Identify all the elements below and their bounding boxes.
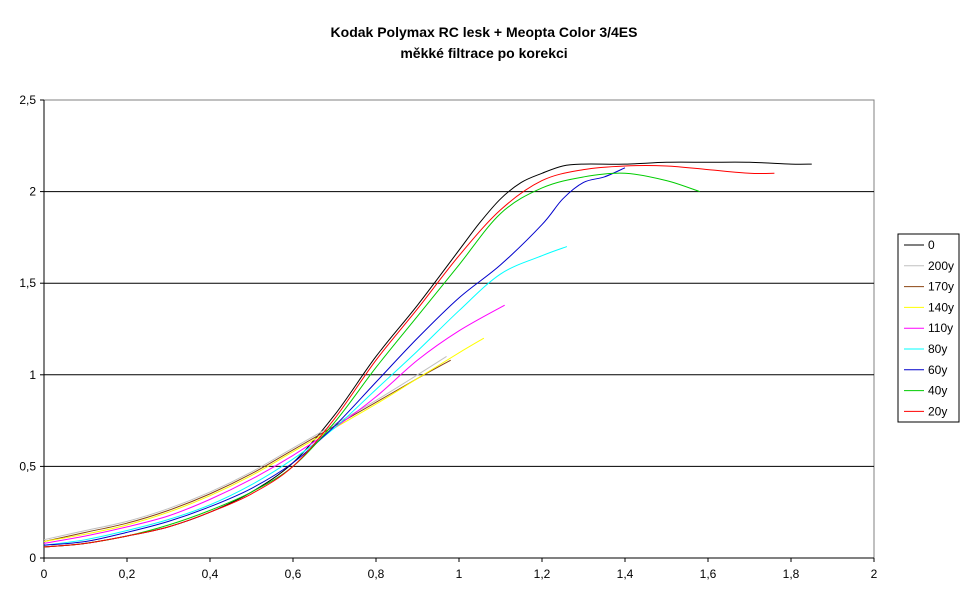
legend-label-170y: 170y	[928, 280, 954, 294]
y-tick-label: 0,5	[19, 459, 36, 473]
y-tick-label: 0	[29, 551, 36, 565]
chart-title: Kodak Polymax RC lesk + Meopta Color 3/4…	[331, 24, 638, 40]
x-tick-label: 0,4	[202, 567, 219, 581]
legend-items: 0 200y 170y 140y 110y 80y 60y 40y 20y	[904, 238, 954, 418]
legend-label-80y: 80y	[928, 342, 947, 356]
legend-label-40y: 40y	[928, 384, 947, 398]
series-line-110y	[43, 304, 505, 544]
x-tick-label: 1,8	[783, 567, 800, 581]
legend: 0 200y 170y 140y 110y 80y 60y 40y 20y	[897, 233, 960, 423]
chart-subtitle: měkké filtrace po korekci	[400, 45, 567, 61]
y-tick-label: 1,5	[19, 276, 36, 290]
legend-label-110y: 110y	[928, 321, 953, 335]
x-tick-label: 1	[456, 567, 463, 581]
gridlines	[44, 191, 874, 467]
series-line-60y	[43, 167, 626, 546]
legend-label-0: 0	[928, 238, 935, 252]
x-tick-label: 2	[871, 567, 878, 581]
series-line-40y	[43, 172, 700, 548]
y-tick-label: 2	[29, 185, 36, 199]
x-tick-label: 1,6	[700, 567, 717, 581]
x-tick-label: 1,2	[534, 567, 551, 581]
series-lines	[43, 161, 812, 548]
legend-label-60y: 60y	[928, 363, 947, 377]
legend-label-20y: 20y	[928, 404, 947, 418]
x-tick-label: 1,4	[617, 567, 634, 581]
plot-area: 0 0,2 0,4 0,6 0,8 1 1,2 1,4 1,6 1,8 2 0 0,5 1 1,5 2 2,5	[19, 93, 877, 581]
x-tick-label: 0,8	[368, 567, 385, 581]
legend-label-140y: 140y	[928, 300, 954, 314]
legend-label-200y: 200y	[928, 259, 954, 273]
series-line-140y	[43, 337, 485, 543]
y-tick-label: 2,5	[19, 93, 36, 107]
x-tick-label: 0,6	[285, 567, 302, 581]
x-tick-labels: 0 0,2 0,4 0,6 0,8 1 1,2 1,4 1,6 1,8 2	[41, 567, 878, 581]
series-line-170y	[43, 359, 451, 542]
plot-border	[43, 99, 875, 559]
y-tick-labels: 0 0,5 1 1,5 2 2,5	[19, 93, 36, 565]
axes	[40, 99, 875, 562]
y-tick-label: 1	[29, 368, 36, 382]
series-line-20y	[43, 164, 775, 548]
series-line-200y	[43, 356, 447, 541]
x-tick-label: 0,2	[119, 567, 136, 581]
x-tick-label: 0	[41, 567, 48, 581]
